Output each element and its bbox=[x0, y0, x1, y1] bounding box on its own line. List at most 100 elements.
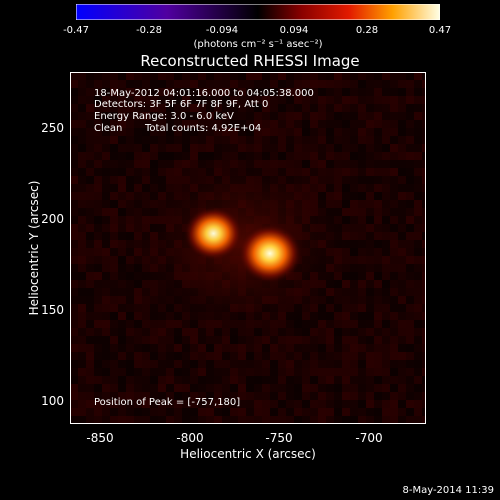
heatmap-cell bbox=[350, 200, 358, 208]
heatmap-cell bbox=[190, 384, 198, 392]
heatmap-cell bbox=[246, 368, 254, 376]
heatmap-cell bbox=[414, 360, 422, 368]
heatmap-cell bbox=[374, 408, 382, 416]
heatmap-cell bbox=[158, 80, 166, 88]
heatmap-cell bbox=[262, 360, 270, 368]
heatmap-cell bbox=[326, 72, 334, 80]
heatmap-cell bbox=[142, 72, 150, 80]
heatmap-cell bbox=[206, 352, 214, 360]
heatmap-cell bbox=[230, 416, 238, 424]
heatmap-cell bbox=[390, 384, 398, 392]
heatmap-cell bbox=[406, 112, 414, 120]
heatmap-cell bbox=[174, 160, 182, 168]
heatmap-cell bbox=[366, 416, 374, 424]
heatmap-cell bbox=[70, 248, 78, 256]
heatmap-cell bbox=[110, 160, 118, 168]
heatmap-cell bbox=[254, 88, 262, 96]
heatmap-cell bbox=[118, 416, 126, 424]
heatmap-cell bbox=[406, 208, 414, 216]
heatmap-cell bbox=[86, 368, 94, 376]
heatmap-cell bbox=[382, 232, 390, 240]
heatmap-cell bbox=[246, 96, 254, 104]
heatmap-cell bbox=[422, 168, 426, 176]
heatmap-cell bbox=[134, 320, 142, 328]
heatmap-cell bbox=[86, 232, 94, 240]
heatmap-cell bbox=[390, 224, 398, 232]
heatmap-cell bbox=[350, 80, 358, 88]
heatmap-cell bbox=[174, 336, 182, 344]
heatmap-cell bbox=[398, 408, 406, 416]
heatmap-cell bbox=[342, 360, 350, 368]
heatmap-cell bbox=[326, 376, 334, 384]
heatmap-cell bbox=[254, 72, 262, 80]
heatmap-cell bbox=[318, 88, 326, 96]
heatmap-cell bbox=[158, 352, 166, 360]
heatmap-cell bbox=[254, 376, 262, 384]
heatmap-cell bbox=[126, 224, 134, 232]
heatmap-cell bbox=[198, 104, 206, 112]
heatmap-cell bbox=[358, 176, 366, 184]
heatmap-cell bbox=[374, 352, 382, 360]
heatmap-cell bbox=[118, 216, 126, 224]
heatmap-cell bbox=[150, 168, 158, 176]
heatmap-cell bbox=[110, 400, 118, 408]
heatmap-cell bbox=[198, 408, 206, 416]
heatmap-cell bbox=[134, 144, 142, 152]
heatmap-cell bbox=[326, 136, 334, 144]
heatmap-cell bbox=[318, 144, 326, 152]
heatmap-cell bbox=[70, 320, 78, 328]
heatmap-cell bbox=[302, 144, 310, 152]
heatmap-cell bbox=[230, 376, 238, 384]
colorbar-units: (photons cm⁻² s⁻¹ asec⁻²) bbox=[193, 39, 323, 50]
heatmap-cell bbox=[302, 368, 310, 376]
heatmap-cell bbox=[182, 80, 190, 88]
heatmap-cell bbox=[158, 368, 166, 376]
heatmap-cell bbox=[198, 392, 206, 400]
heatmap-cell bbox=[206, 112, 214, 120]
heatmap-cell bbox=[390, 152, 398, 160]
heatmap-cell bbox=[358, 128, 366, 136]
heatmap-cell bbox=[150, 128, 158, 136]
heatmap-cell bbox=[190, 152, 198, 160]
heatmap-cell bbox=[334, 320, 342, 328]
heatmap-cell bbox=[142, 296, 150, 304]
heatmap-cell bbox=[278, 120, 286, 128]
heatmap-cell bbox=[142, 336, 150, 344]
heatmap-cell bbox=[118, 344, 126, 352]
heatmap-cell bbox=[414, 176, 422, 184]
heatmap-cell bbox=[246, 360, 254, 368]
heatmap-cell bbox=[182, 88, 190, 96]
heatmap-cell bbox=[374, 360, 382, 368]
heatmap-cell bbox=[238, 120, 246, 128]
heatmap-cell bbox=[398, 344, 406, 352]
heatmap-cell bbox=[134, 416, 142, 424]
heatmap-cell bbox=[230, 144, 238, 152]
heatmap-cell bbox=[326, 168, 334, 176]
heatmap-cell bbox=[262, 416, 270, 424]
heatmap-cell bbox=[334, 384, 342, 392]
heatmap-cell bbox=[414, 320, 422, 328]
heatmap-cell bbox=[118, 408, 126, 416]
heatmap-cell bbox=[94, 200, 102, 208]
heatmap-cell bbox=[358, 120, 366, 128]
heatmap-cell bbox=[198, 144, 206, 152]
heatmap-cell bbox=[326, 344, 334, 352]
heatmap-cell bbox=[78, 240, 86, 248]
heatmap-cell bbox=[366, 256, 374, 264]
heatmap-cell bbox=[334, 168, 342, 176]
heatmap-cell bbox=[310, 152, 318, 160]
x-tick-label: -800 bbox=[176, 431, 204, 445]
heatmap-cell bbox=[198, 376, 206, 384]
heatmap-cell bbox=[414, 88, 422, 96]
heatmap-cell bbox=[310, 320, 318, 328]
heatmap-cell bbox=[70, 232, 78, 240]
heatmap-cell bbox=[358, 136, 366, 144]
heatmap-cell bbox=[350, 192, 358, 200]
heatmap-cell bbox=[310, 72, 318, 80]
heatmap-cell bbox=[158, 416, 166, 424]
heatmap-cell bbox=[334, 128, 342, 136]
heatmap-cell bbox=[134, 192, 142, 200]
heatmap-cell bbox=[86, 352, 94, 360]
heatmap-cell bbox=[230, 384, 238, 392]
heatmap-cell bbox=[278, 144, 286, 152]
